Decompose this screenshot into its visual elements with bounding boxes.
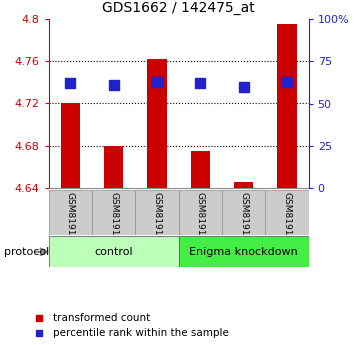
Point bbox=[241, 84, 247, 89]
Text: GSM81914: GSM81914 bbox=[66, 191, 75, 241]
Text: GSM81916: GSM81916 bbox=[153, 191, 161, 241]
Bar bbox=[49, 236, 179, 267]
Point bbox=[197, 80, 203, 86]
Bar bbox=[49, 190, 92, 235]
Text: GSM81917: GSM81917 bbox=[196, 191, 205, 241]
Bar bbox=[191, 151, 210, 188]
Bar bbox=[92, 190, 135, 235]
Bar bbox=[61, 104, 80, 188]
Text: GSM81918: GSM81918 bbox=[239, 191, 248, 241]
Text: protocol: protocol bbox=[4, 247, 49, 257]
Title: GDS1662 / 142475_at: GDS1662 / 142475_at bbox=[102, 1, 255, 15]
Bar bbox=[222, 190, 265, 235]
Point bbox=[68, 80, 73, 86]
Bar bbox=[179, 190, 222, 235]
Bar bbox=[135, 190, 179, 235]
Bar bbox=[147, 59, 167, 188]
Bar bbox=[234, 182, 253, 188]
Text: Enigma knockdown: Enigma knockdown bbox=[189, 247, 298, 257]
Bar bbox=[179, 236, 309, 267]
Point bbox=[111, 82, 117, 88]
Point bbox=[284, 79, 290, 84]
Point bbox=[154, 79, 160, 84]
Text: percentile rank within the sample: percentile rank within the sample bbox=[53, 328, 229, 338]
Bar bbox=[104, 146, 123, 188]
Bar bbox=[277, 24, 297, 188]
Text: GSM81915: GSM81915 bbox=[109, 191, 118, 241]
Text: control: control bbox=[95, 247, 133, 257]
Text: transformed count: transformed count bbox=[53, 313, 150, 323]
Text: GSM81919: GSM81919 bbox=[283, 191, 291, 241]
Bar bbox=[265, 190, 309, 235]
